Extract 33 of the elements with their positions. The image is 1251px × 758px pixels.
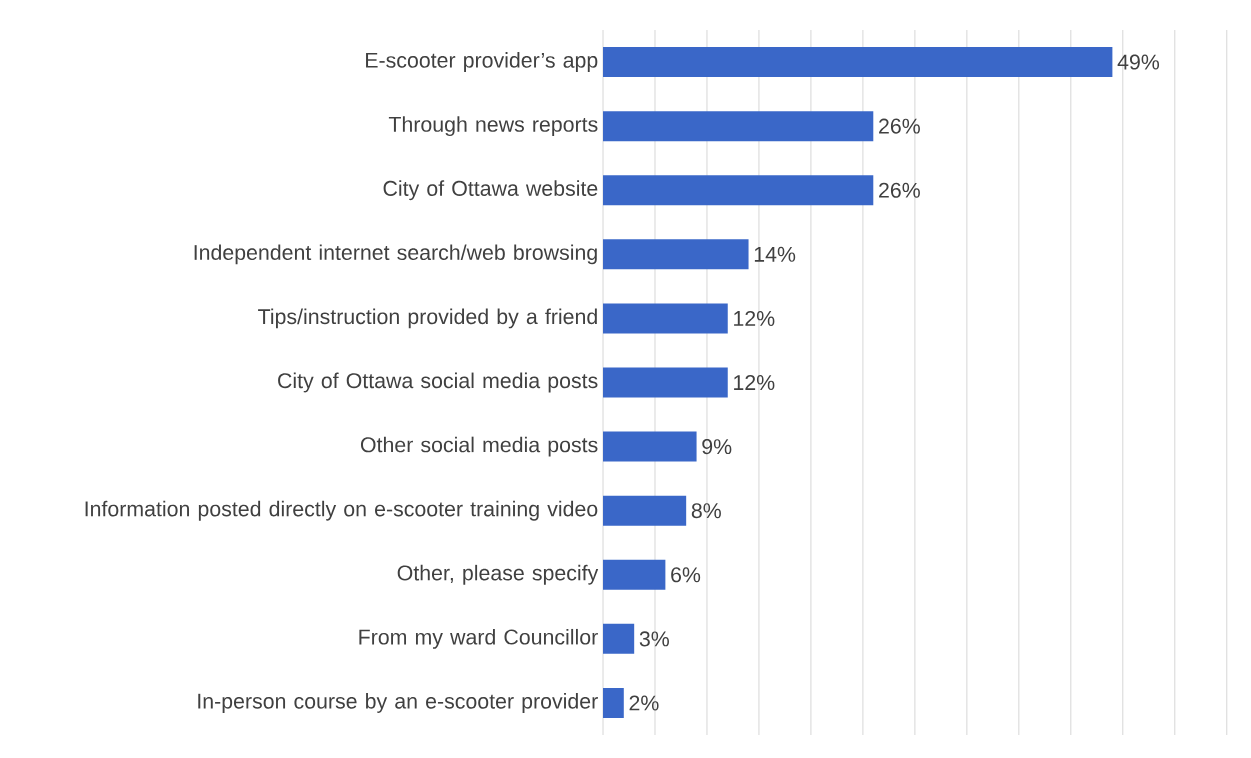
data-label: 49% (1117, 54, 1160, 70)
bar (603, 495, 687, 526)
data-label: 12% (734, 375, 775, 391)
data-label: 6% (671, 567, 701, 583)
bar (603, 367, 728, 398)
y-tick-label: Through news reports (388, 116, 598, 137)
y-tick-label: Tips/instruction provided by a friend (258, 308, 597, 329)
bar (603, 175, 874, 206)
bar (603, 47, 1113, 78)
data-label: 14% (754, 246, 796, 262)
y-tick-label: In-person course by an e-scooter provider (198, 693, 598, 713)
bar (603, 687, 624, 718)
bar (603, 623, 635, 654)
bar (603, 111, 874, 142)
data-label: 9% (702, 439, 732, 455)
bar (603, 431, 697, 462)
data-label: 8% (691, 503, 721, 519)
data-label: 3% (639, 631, 669, 647)
y-tick-label: Other, please specify (397, 564, 599, 585)
y-tick-label: City of Ottawa website (383, 180, 598, 201)
y-tick-label: From my ward Councillor (359, 628, 598, 649)
y-tick-label: Independent internet search/web browsing (194, 244, 597, 265)
bar (603, 559, 666, 590)
data-label: 2% (629, 695, 659, 711)
y-tick-label: E-scooter provider’s app (366, 52, 598, 72)
data-label: 12% (734, 310, 775, 326)
bar (603, 303, 728, 334)
y-tick-label: Other social media posts (360, 436, 598, 457)
bar (603, 239, 749, 270)
data-label: 26% (879, 118, 920, 134)
y-tick-label: Information posted directly on e-scooter training video (85, 500, 598, 521)
data-label: 26% (879, 182, 920, 198)
y-tick-label: City of Ottawa social media posts (278, 372, 598, 393)
